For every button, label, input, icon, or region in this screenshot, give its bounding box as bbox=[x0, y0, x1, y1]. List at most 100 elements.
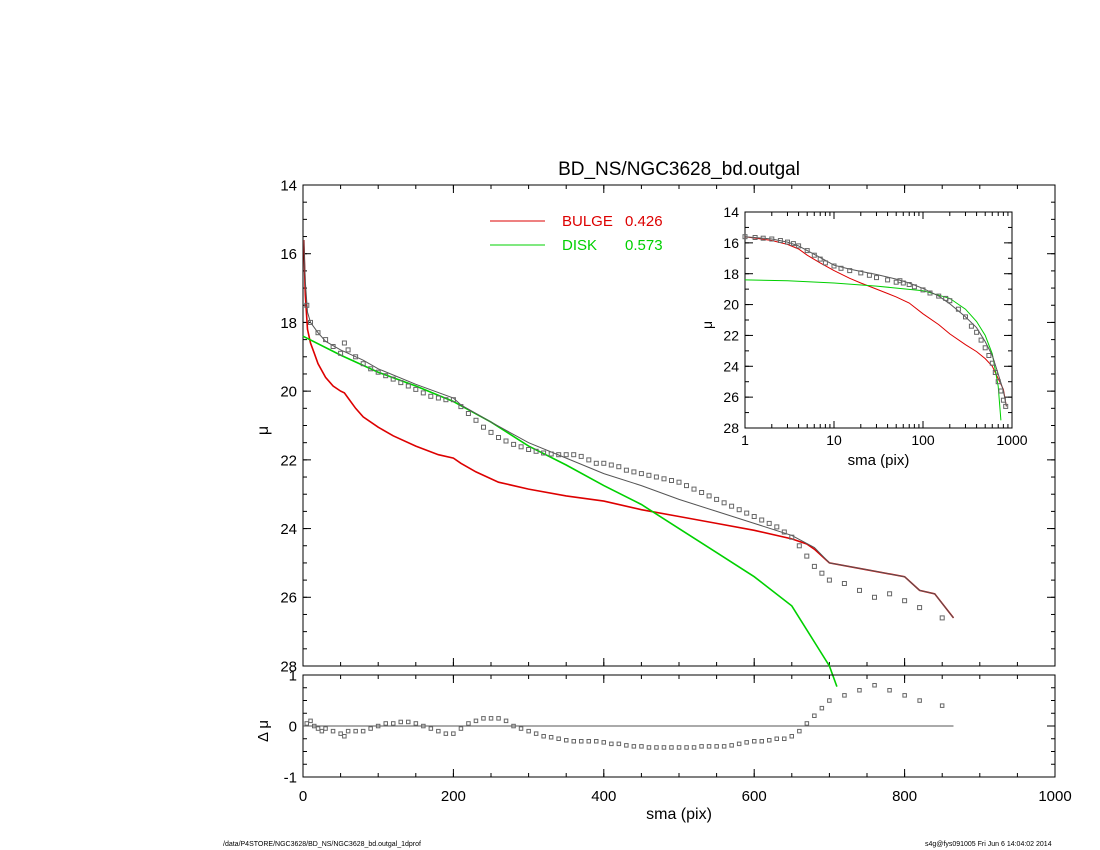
main-point bbox=[789, 534, 795, 540]
inset-point bbox=[989, 360, 995, 366]
main-point bbox=[593, 460, 599, 466]
residual-point bbox=[496, 716, 501, 721]
inset-point bbox=[752, 235, 758, 240]
main-point bbox=[488, 429, 494, 435]
inset-point bbox=[947, 298, 953, 304]
residual-point bbox=[736, 741, 742, 747]
main-data-points bbox=[304, 302, 945, 621]
inset-point bbox=[785, 239, 790, 245]
inset-ytick-label: 28 bbox=[723, 420, 739, 436]
main-point bbox=[661, 476, 667, 482]
main-point bbox=[481, 424, 486, 430]
inset-point bbox=[858, 270, 864, 276]
residual-point bbox=[594, 739, 599, 744]
main-point bbox=[736, 507, 742, 513]
inset-point bbox=[911, 284, 917, 290]
inset-point bbox=[817, 256, 823, 262]
main-point bbox=[887, 591, 893, 597]
residual-point bbox=[368, 726, 373, 731]
main-point bbox=[548, 451, 554, 457]
residual-point bbox=[759, 739, 764, 744]
inset-point bbox=[885, 277, 891, 283]
inset-point bbox=[968, 323, 974, 329]
main-point bbox=[699, 490, 705, 495]
inset-xtick-label: 100 bbox=[911, 432, 935, 448]
residual-point bbox=[804, 721, 810, 726]
main-point bbox=[759, 517, 765, 523]
residual-point bbox=[939, 703, 945, 708]
inset-point bbox=[900, 280, 906, 286]
main-point bbox=[706, 493, 712, 499]
main-point bbox=[541, 450, 547, 456]
inset-point bbox=[847, 268, 853, 274]
residual-point bbox=[887, 688, 892, 693]
main-point bbox=[638, 471, 644, 477]
residual-point bbox=[812, 713, 817, 718]
inset-point bbox=[995, 379, 1001, 385]
residual-point bbox=[752, 739, 757, 744]
main-point bbox=[676, 479, 682, 485]
inset-point bbox=[963, 314, 968, 320]
main-point bbox=[518, 444, 524, 450]
main-point bbox=[315, 330, 321, 336]
residual-point bbox=[789, 734, 794, 739]
residual-point bbox=[443, 731, 449, 736]
residual-point bbox=[706, 744, 712, 749]
inset-point bbox=[974, 329, 980, 335]
inset-point bbox=[769, 236, 775, 242]
main-point bbox=[511, 441, 517, 447]
residual-point bbox=[609, 741, 614, 747]
footer-timestamp: s4g@fys091005 Fri Jun 6 14:04:02 2014 bbox=[925, 841, 1052, 848]
main-point bbox=[360, 361, 366, 367]
main-ytick-label: 18 bbox=[280, 315, 297, 332]
inset-point bbox=[936, 293, 942, 299]
residual-point bbox=[406, 719, 411, 725]
inset-point bbox=[822, 260, 828, 266]
main-point bbox=[669, 478, 674, 483]
inset-point bbox=[804, 248, 810, 254]
residual-point bbox=[353, 728, 358, 734]
inset-point bbox=[1000, 397, 1006, 403]
residual-point bbox=[714, 744, 719, 749]
residual-point bbox=[646, 745, 652, 750]
main-series-total bbox=[303, 239, 954, 619]
residual-point bbox=[571, 739, 576, 744]
main-point bbox=[330, 344, 336, 349]
residual-point bbox=[421, 723, 426, 729]
main-point bbox=[375, 369, 381, 375]
inset-point bbox=[742, 234, 748, 240]
inset-data-points bbox=[742, 234, 1009, 409]
residual-point bbox=[601, 740, 606, 745]
residual-point bbox=[661, 745, 667, 750]
main-point bbox=[902, 598, 908, 604]
main-point bbox=[729, 503, 735, 509]
residual-point bbox=[669, 745, 674, 750]
residual-point bbox=[774, 736, 779, 741]
residual-point bbox=[639, 744, 644, 749]
main-point bbox=[443, 397, 449, 403]
residual-point bbox=[473, 718, 479, 724]
main-point bbox=[526, 447, 532, 452]
main-point bbox=[368, 366, 374, 372]
residual-point bbox=[511, 723, 516, 729]
main-point bbox=[721, 500, 727, 506]
residual-point bbox=[827, 698, 832, 703]
residual-point bbox=[767, 738, 772, 743]
inset-point bbox=[1003, 403, 1009, 409]
main-point bbox=[872, 594, 877, 600]
main-point bbox=[601, 460, 607, 466]
inset-point bbox=[831, 263, 837, 269]
inset-point bbox=[796, 243, 802, 249]
residual-point bbox=[797, 728, 802, 734]
residual-point bbox=[556, 736, 561, 741]
residual-point bbox=[466, 721, 471, 726]
main-point bbox=[390, 376, 396, 382]
residual-point bbox=[579, 739, 584, 744]
main-point bbox=[819, 570, 825, 576]
main-title: BD_NS/NGC3628_bd.outgal bbox=[558, 159, 800, 180]
residual-point bbox=[330, 728, 336, 734]
inset-point bbox=[982, 345, 988, 351]
residual-point bbox=[338, 731, 343, 736]
main-point bbox=[811, 563, 817, 569]
